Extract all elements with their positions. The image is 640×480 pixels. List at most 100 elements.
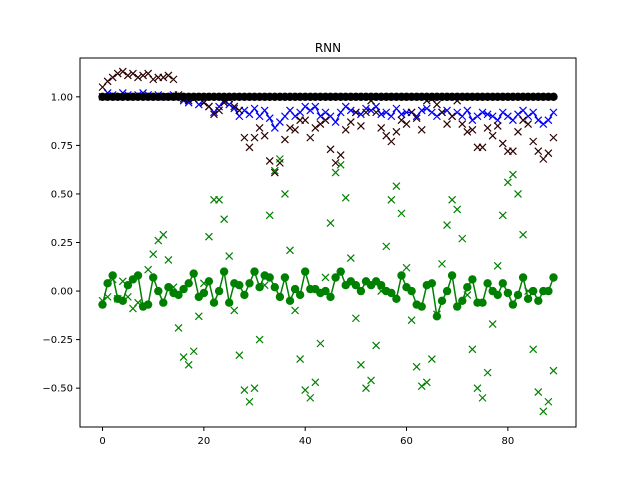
point <box>164 71 173 80</box>
point <box>483 368 492 377</box>
point <box>367 106 375 115</box>
point <box>351 281 361 290</box>
point <box>483 123 492 132</box>
point <box>468 116 477 125</box>
point <box>205 232 213 241</box>
point <box>473 112 482 121</box>
point <box>382 108 391 117</box>
point <box>235 281 244 290</box>
point <box>281 190 289 198</box>
point <box>225 252 234 261</box>
point <box>549 108 558 117</box>
point <box>235 351 244 360</box>
point <box>321 273 330 282</box>
point <box>134 73 142 82</box>
point <box>214 286 224 296</box>
point <box>417 106 426 115</box>
point <box>321 108 330 117</box>
point <box>189 347 198 356</box>
point <box>174 324 183 332</box>
point <box>372 108 381 117</box>
point <box>397 110 406 119</box>
point <box>443 221 451 229</box>
point <box>392 127 401 136</box>
point <box>306 393 315 402</box>
point <box>458 234 467 243</box>
point <box>463 283 472 292</box>
point <box>407 286 416 296</box>
point <box>123 281 133 290</box>
point <box>316 120 325 128</box>
y-tick-label: −0.50 <box>42 384 73 395</box>
point <box>103 279 112 288</box>
point <box>230 306 239 315</box>
point <box>351 314 360 323</box>
point <box>468 125 477 134</box>
point <box>250 133 259 142</box>
point <box>341 193 350 202</box>
point <box>270 168 279 177</box>
point <box>377 110 386 119</box>
point <box>326 219 335 228</box>
point <box>250 267 259 276</box>
point <box>514 190 522 198</box>
point <box>498 108 507 117</box>
point <box>240 290 249 300</box>
x-tick-label: 40 <box>299 436 312 447</box>
point <box>357 122 365 130</box>
point <box>422 378 431 387</box>
point <box>220 215 229 224</box>
point <box>108 271 117 280</box>
point <box>346 118 355 127</box>
point <box>194 312 203 321</box>
point <box>427 108 436 117</box>
point <box>412 114 421 123</box>
point <box>362 384 370 393</box>
y-tick-label: 0.25 <box>51 238 73 249</box>
point <box>275 155 284 163</box>
point <box>438 259 446 268</box>
point <box>285 296 295 305</box>
point <box>382 242 391 251</box>
point <box>442 286 452 296</box>
point <box>443 120 451 128</box>
point <box>306 106 315 115</box>
point <box>448 195 457 204</box>
point <box>453 205 462 214</box>
point <box>250 384 259 393</box>
point <box>437 296 447 305</box>
point <box>478 393 487 402</box>
point <box>397 271 406 280</box>
point <box>539 407 548 416</box>
point <box>219 267 229 276</box>
x-tick-label: 80 <box>501 436 514 447</box>
point <box>159 73 168 82</box>
point <box>498 139 507 148</box>
point <box>255 335 264 344</box>
point <box>351 108 360 117</box>
y-tick-label: 0.75 <box>51 141 73 152</box>
point <box>240 133 249 142</box>
point <box>133 271 143 280</box>
point <box>468 345 477 354</box>
point <box>493 122 502 130</box>
point <box>199 288 209 298</box>
point <box>473 384 482 393</box>
point <box>468 275 477 284</box>
point <box>412 362 421 371</box>
point <box>290 284 300 294</box>
point <box>427 279 437 288</box>
point <box>154 286 163 296</box>
point <box>291 306 299 315</box>
point <box>432 312 442 321</box>
point <box>311 378 320 387</box>
point <box>417 382 426 391</box>
point <box>544 397 553 406</box>
point <box>508 300 518 309</box>
point <box>493 261 502 270</box>
point <box>235 106 244 115</box>
point <box>544 286 553 296</box>
point <box>402 263 411 272</box>
point <box>336 151 345 160</box>
